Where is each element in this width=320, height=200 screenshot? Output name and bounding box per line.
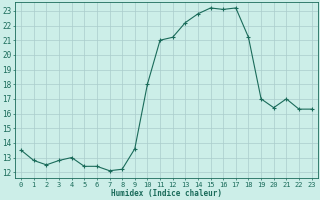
X-axis label: Humidex (Indice chaleur): Humidex (Indice chaleur): [111, 189, 222, 198]
